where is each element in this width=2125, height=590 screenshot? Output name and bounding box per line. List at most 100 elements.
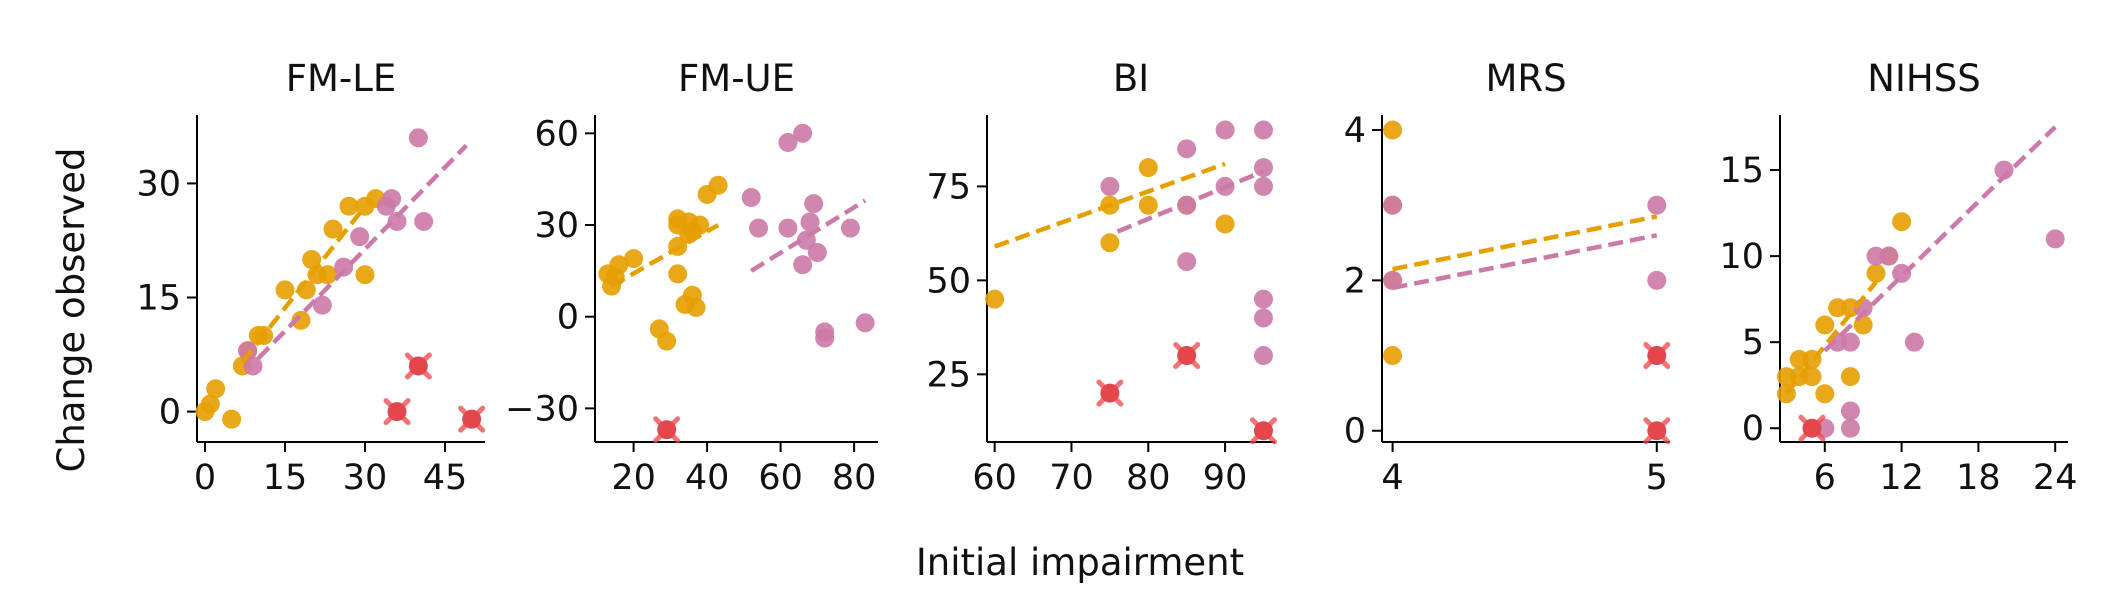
data-point	[291, 310, 311, 330]
x-tick-label: 30	[343, 458, 388, 498]
data-point	[1879, 246, 1899, 266]
fit-line	[1392, 214, 1658, 272]
data-point	[793, 255, 813, 275]
data-point	[1383, 195, 1403, 215]
data-point	[222, 409, 242, 429]
data-point	[800, 212, 820, 232]
y-tick-label: 30	[534, 206, 579, 246]
x-tick-label: 70	[1049, 458, 1094, 498]
data-point	[387, 211, 407, 231]
data-point	[414, 211, 434, 231]
data-point	[624, 249, 644, 269]
y-tick-label: 0	[1742, 409, 1764, 449]
panel-3: MRS 4 5 0 2 4	[1344, 57, 1671, 498]
data-point	[1647, 195, 1667, 215]
figure-y-axis-label: Change observed	[50, 148, 93, 473]
data-point	[1383, 120, 1403, 140]
data-point	[408, 128, 428, 148]
x-tick-label: 12	[1879, 458, 1924, 498]
y-tick-label: 10	[1719, 237, 1764, 277]
fit-line	[1392, 233, 1658, 291]
y-tick-label: 4	[1344, 111, 1366, 151]
data-point	[302, 249, 322, 269]
data-point	[804, 194, 824, 214]
data-point	[1177, 139, 1197, 159]
data-point	[339, 196, 359, 216]
data-point	[1383, 346, 1403, 366]
panel-title: FM-LE	[286, 57, 397, 100]
panel-4: NIHSS 6 12 18 24 0 5 10 15	[1719, 57, 2077, 498]
exclusion-cross	[1643, 417, 1671, 445]
y-tick-label: 15	[136, 279, 181, 319]
data-point	[1253, 289, 1273, 309]
data-point	[1840, 418, 1860, 438]
y-tick-label: 0	[159, 393, 181, 433]
data-point	[238, 341, 258, 361]
data-point	[200, 394, 220, 414]
data-point	[1215, 214, 1235, 234]
data-point	[741, 188, 761, 208]
data-point	[1253, 120, 1273, 140]
data-point	[323, 219, 343, 239]
data-point	[275, 280, 295, 300]
data-point	[350, 227, 370, 247]
data-point	[382, 189, 402, 209]
data-point	[1904, 332, 1924, 352]
data-point	[807, 243, 827, 263]
y-tick-label: 5	[1742, 323, 1764, 363]
y-tick-label: 75	[926, 167, 971, 207]
y-tick-label: 15	[1719, 151, 1764, 191]
data-point	[749, 218, 769, 238]
data-point	[793, 123, 813, 143]
data-point	[243, 356, 263, 376]
data-point	[778, 218, 798, 238]
fit-line	[993, 161, 1226, 249]
fit-line	[610, 223, 720, 289]
data-point	[1253, 158, 1273, 178]
panel-title: NIHSS	[1867, 57, 1980, 100]
panel-title: FM-UE	[678, 57, 795, 100]
data-point	[815, 328, 835, 348]
x-tick-label: 20	[611, 458, 656, 498]
data-point	[668, 264, 688, 284]
exclusion-cross	[1096, 379, 1124, 407]
panel-1: FM-UE 20 40 60 80 −30 0 30 60	[505, 57, 878, 498]
fit-line	[1823, 125, 2057, 353]
y-tick-label: 0	[557, 298, 579, 338]
data-point	[1840, 367, 1860, 387]
y-tick-label: 25	[926, 355, 971, 395]
fit-line	[256, 143, 468, 360]
fit-line	[750, 198, 867, 273]
exclusion-cross	[653, 416, 681, 444]
panel-title: BI	[1113, 57, 1149, 100]
fit-line	[1116, 169, 1265, 234]
x-tick-label: 80	[832, 458, 877, 498]
data-point	[840, 218, 860, 238]
x-tick-label: 5	[1646, 458, 1668, 498]
data-point	[778, 133, 798, 153]
data-point	[1138, 195, 1158, 215]
y-tick-label: 50	[926, 261, 971, 301]
exclusion-cross	[383, 398, 411, 426]
fit-line	[240, 204, 367, 364]
data-point	[1892, 212, 1912, 232]
data-point	[206, 379, 226, 399]
y-tick-label: −30	[505, 389, 579, 429]
data-point	[1815, 315, 1835, 335]
x-tick-label: 4	[1381, 458, 1403, 498]
data-point	[657, 331, 677, 351]
data-point	[1840, 332, 1860, 352]
exclusion-cross	[1643, 342, 1671, 370]
fit-line	[1784, 280, 1878, 396]
data-point	[985, 289, 1005, 309]
x-tick-label: 15	[263, 458, 308, 498]
y-tick-label: 60	[534, 114, 579, 154]
x-tick-label: 90	[1203, 458, 1248, 498]
data-point	[1138, 158, 1158, 178]
y-tick-label: 2	[1344, 261, 1366, 301]
x-tick-label: 60	[758, 458, 803, 498]
panel-2: BI 60 70 80 90 25 50 75	[926, 57, 1277, 498]
figure-x-axis-label: Initial impairment	[916, 541, 1244, 584]
data-point	[1815, 384, 1835, 404]
